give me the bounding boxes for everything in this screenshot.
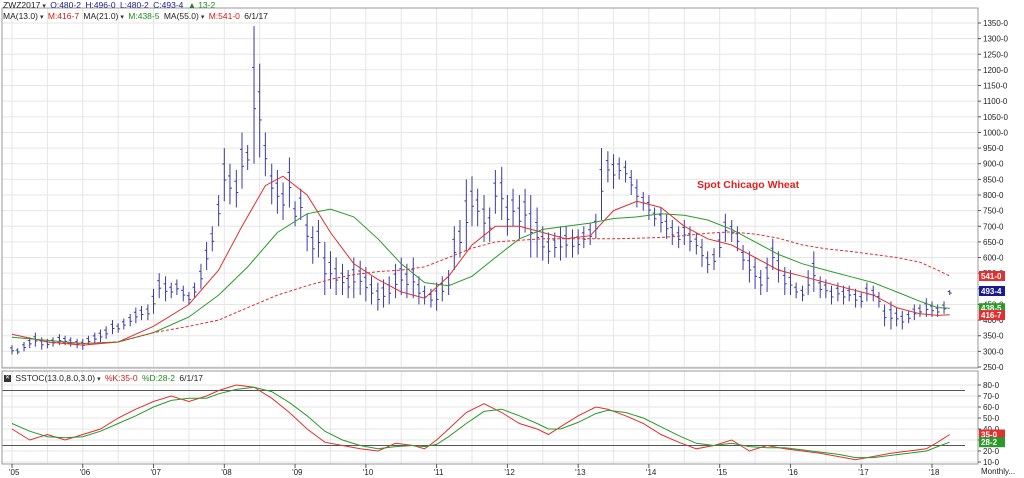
ma55-dropdown-icon[interactable]: ▾ [200,14,205,21]
price-y-tick-label: 1200-0 [983,66,1008,75]
ohlc-bars [10,26,952,355]
ma-header: MA(13.0) ▾ M:416-7 MA(21.0) ▾ M:438-5 MA(5… [3,11,270,21]
price-y-tick-label: 1100-0 [983,97,1008,106]
x-tick-label: '13 [575,468,586,477]
stoch-y-tick-label: 60-0 [983,403,1000,412]
ma13-label[interactable]: MA(13.0) [3,11,38,21]
timeframe-label[interactable]: Monthly... [981,467,1015,476]
stoch-header: ✕ SSTOC(13.0,8.0,3.0) ▾ %K:35-0 %D:28-2 6… [4,373,205,383]
stochastic-lines [11,384,950,461]
price-y-tick-label: 800-0 [983,191,1004,200]
value-tag-box [979,437,1005,448]
value-tag-label: 438-5 [981,304,1002,313]
value-tag-box [979,303,1005,314]
price-y-tick-label: 1000-0 [983,128,1008,137]
up-arrow-icon: ▲ [187,0,197,10]
price-y-tick-label: 350-0 [983,332,1004,341]
price-grid [2,8,978,368]
value-tag-box [979,429,1005,440]
price-y-tick-label: 1300-0 [983,35,1008,44]
price-y-tick-label: 700-0 [983,222,1004,231]
stoch-y-tick-label: 80-0 [983,381,1000,390]
price-y-tick-label: 850-0 [983,175,1004,184]
price-y-tick-label: 900-0 [983,160,1004,169]
x-tick-label: '08 [221,468,232,477]
ma-line-550 [47,231,950,345]
price-y-tick-label: 300-0 [983,347,1004,356]
value-tag-box [979,286,1005,297]
chart-annotation: Spot Chicago Wheat [697,179,800,191]
price-y-tick-label: 1050-0 [983,113,1008,122]
ma21-dropdown-icon[interactable]: ▾ [120,14,124,21]
change-value: 13-2 [198,0,216,10]
x-tick-label: '12 [504,468,515,477]
price-y-tick-label: 750-0 [983,207,1004,216]
ma21-label[interactable]: MA(21.0) [83,11,119,21]
x-tick-label: '05 [9,468,20,477]
price-y-tick-label: 1250-0 [983,50,1008,59]
price-header: ZWZ2017 ▾ O:480-2 H:496-0 L:480-2 C:493-4… [3,0,217,10]
stoch-dropdown-icon[interactable]: ▾ [97,376,101,383]
x-tick-label: '09 [292,468,303,477]
value-tag-label: 493-4 [981,287,1002,296]
ma-line-130 [11,175,950,346]
value-tag-box [979,310,1005,321]
stoch-line-d [11,386,950,459]
price-y-tick-label: 1350-0 [983,19,1008,28]
ma55-value: M:541-0 [208,11,240,21]
close-icon[interactable]: ✕ [4,375,11,383]
ma21-value: M:438-5 [128,11,160,21]
stoch-date: 6/1/17 [179,373,204,383]
stoch-y-tick-label: 70-0 [983,392,1000,401]
price-panel-frame [1,7,979,369]
close-value: C:493-4 [153,0,184,10]
moving-average-lines [11,175,950,346]
stoch-y-axis: 10-020-030-040-050-060-070-080-0 [978,381,1000,467]
open-value: O:480-2 [50,0,81,10]
stoch-title[interactable]: SSTOC(13.0,8.0,3.0) [15,373,96,383]
time-x-axis: '05 '06 '07 '08 '09 '10 '11 '12 '13 '14 '15 '16 '17 '… [9,464,940,477]
price-y-tick-label: 1150-0 [983,82,1008,91]
x-tick-label: '06 [80,468,91,477]
x-tick-label: '11 [434,468,444,477]
value-tag-box [979,270,1005,281]
x-tick-label: '07 [151,468,162,477]
price-y-tick-label: 950-0 [983,144,1004,153]
stoch-k-value: %K:35-0 [104,373,138,383]
ma55-label[interactable]: MA(55.0) [163,11,199,21]
ma13-dropdown-icon[interactable]: ▾ [39,14,44,21]
stoch-line-k [11,384,950,461]
x-tick-label: '16 [787,468,798,477]
value-tag-label: 35-0 [981,431,998,440]
ma-line-210 [11,208,950,345]
price-y-tick-label: 600-0 [983,254,1004,263]
price-y-tick-label: 400-0 [983,316,1004,325]
header-date: 6/1/17 [244,11,268,21]
value-tag-label: 541-0 [981,272,1002,281]
stoch-grid [2,371,978,464]
symbol-label[interactable]: ZWZ2017 [3,0,41,10]
stoch-y-tick-label: 20-0 [983,447,1000,456]
stoch-y-tick-label: 10-0 [983,458,1000,467]
value-tag-label: 28-2 [981,438,998,447]
stoch-d-value: %D:28-2 [141,373,176,383]
x-tick-label: '17 [858,468,869,477]
value-tag-label: 416-7 [981,311,1002,320]
symbol-dropdown-icon[interactable]: ▾ [42,3,46,10]
x-tick-label: '10 [363,468,374,477]
low-value: L:480-2 [119,0,149,10]
high-value: H:496-0 [85,0,116,10]
stoch-y-tick-label: 50-0 [983,414,1000,423]
price-y-tick-label: 650-0 [983,238,1004,247]
x-tick-label: '14 [646,468,657,477]
ma13-value: M:416-7 [47,11,80,21]
x-tick-label: '18 [929,468,940,477]
x-tick-label: '15 [717,468,728,477]
price-y-tick-label: 250-0 [983,363,1004,372]
